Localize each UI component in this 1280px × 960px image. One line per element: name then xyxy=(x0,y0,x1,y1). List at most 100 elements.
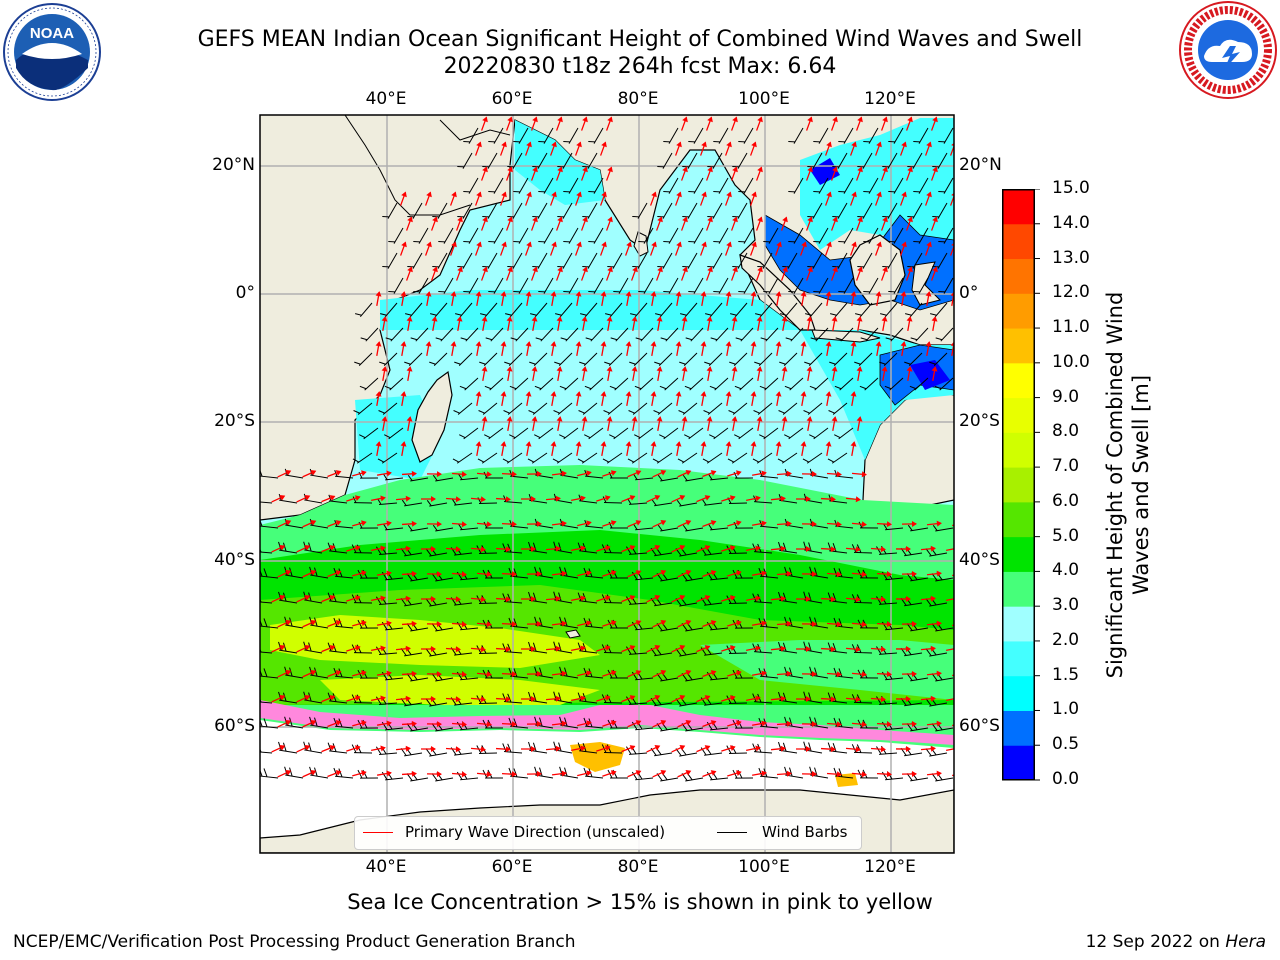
wave-direction-arrow xyxy=(946,597,954,601)
noaa-logo-text: NOAA xyxy=(30,25,74,42)
wave-direction-arrow xyxy=(725,291,732,307)
wind-barb xyxy=(260,495,273,504)
wave-direction-arrow xyxy=(531,366,538,382)
wave-direction-arrow xyxy=(874,241,882,256)
wave-direction-arrow xyxy=(755,266,763,281)
wind-barb xyxy=(563,227,579,244)
wave-direction-arrow xyxy=(420,546,436,553)
wave-direction-arrow xyxy=(571,545,586,552)
wave-direction-arrow xyxy=(430,216,438,231)
wind-barb xyxy=(578,494,598,504)
wave-direction-arrow xyxy=(420,596,436,603)
wave-direction-arrow xyxy=(795,595,811,602)
wind-barb xyxy=(383,473,404,481)
wave-direction-arrow xyxy=(801,721,817,728)
wind-barb xyxy=(603,402,623,415)
wave-direction-arrow xyxy=(755,116,763,131)
colorbar-cell xyxy=(1003,501,1034,538)
wind-barb xyxy=(534,377,554,391)
wave-direction-arrow xyxy=(302,770,317,778)
wave-direction-arrow xyxy=(696,495,711,503)
wave-direction-arrow xyxy=(475,441,482,457)
wind-barb xyxy=(932,524,954,532)
wave-direction-arrow xyxy=(880,166,888,181)
wave-direction-arrow xyxy=(550,341,557,357)
wind-barb xyxy=(857,252,873,269)
wave-direction-arrow xyxy=(702,620,717,628)
wind-barb xyxy=(505,302,523,318)
wind-barb xyxy=(532,202,548,219)
wind-barb xyxy=(278,641,298,654)
wind-barb xyxy=(507,152,523,169)
wave-direction-arrow xyxy=(550,391,557,407)
wind-barb xyxy=(759,427,779,440)
wind-barb xyxy=(734,377,754,391)
wind-barb xyxy=(284,468,304,479)
wave-direction-arrow xyxy=(621,695,636,703)
wind-barb xyxy=(701,499,723,506)
wave-direction-arrow xyxy=(551,670,567,677)
wind-barb xyxy=(907,202,923,219)
wind-barb xyxy=(426,500,448,507)
wave-direction-arrow xyxy=(501,721,517,728)
wave-direction-arrow xyxy=(954,215,965,231)
wave-direction-arrow xyxy=(571,595,586,602)
wave-direction-arrow xyxy=(870,646,886,653)
wave-direction-arrow xyxy=(751,670,767,677)
colorbar-cell xyxy=(1003,710,1034,746)
colorbar-tick-label: 11.0 xyxy=(1052,317,1090,338)
lat-tick-left-20n: 20°N xyxy=(212,155,255,175)
wave-direction-arrow xyxy=(621,495,636,503)
wind-barb xyxy=(563,127,579,144)
wave-direction-arrow xyxy=(425,291,432,307)
wind-barb xyxy=(488,177,504,194)
wave-direction-arrow xyxy=(826,571,842,578)
wave-direction-arrow xyxy=(699,191,707,206)
colorbar-cell xyxy=(1003,223,1034,260)
wind-barb xyxy=(784,427,804,440)
wind-barb xyxy=(379,352,398,367)
wind-barb xyxy=(738,127,754,144)
wave-direction-arrow xyxy=(346,695,361,702)
wind-barb xyxy=(755,302,773,318)
wave-direction-arrow xyxy=(302,520,317,528)
wave-direction-arrow xyxy=(677,620,692,628)
wave-direction-arrow xyxy=(730,166,738,181)
wave-direction-arrow xyxy=(302,670,317,678)
wind-barb xyxy=(633,523,654,531)
lon-tick-bottom-120e: 120°E xyxy=(864,857,916,877)
wave-direction-arrow xyxy=(627,770,642,778)
wave-direction-arrow xyxy=(855,216,863,231)
wave-direction-arrow xyxy=(702,670,717,678)
lon-tick-bottom-80e: 80°E xyxy=(617,857,659,877)
wave-direction-arrow xyxy=(924,241,932,256)
wave-direction-arrow xyxy=(920,545,936,552)
wave-direction-arrow xyxy=(702,520,717,528)
wave-direction-arrow xyxy=(426,471,442,478)
wind-barb xyxy=(709,427,729,440)
wave-direction-arrow xyxy=(555,216,563,231)
wind-barb xyxy=(488,227,504,244)
wave-direction-arrow xyxy=(475,391,482,407)
wave-direction-arrow xyxy=(551,620,567,627)
wave-direction-arrow xyxy=(875,291,882,307)
colorbar-cell xyxy=(1003,571,1034,607)
wave-direction-legend-label: Primary Wave Direction (unscaled) xyxy=(405,823,666,841)
wind-barb xyxy=(377,452,398,464)
wave-direction-arrow xyxy=(955,316,964,332)
wave-direction-arrow xyxy=(731,416,738,432)
wind-barb xyxy=(380,302,398,318)
wind-barb xyxy=(738,227,754,244)
wave-direction-arrow xyxy=(400,441,407,457)
wave-direction-arrow xyxy=(580,116,588,131)
wind-barb xyxy=(913,277,929,294)
wave-direction-arrow xyxy=(920,645,936,652)
wave-direction-arrow xyxy=(946,747,954,751)
wave-direction-arrow xyxy=(420,696,436,703)
wave-direction-arrow xyxy=(851,521,867,528)
wave-direction-arrow xyxy=(730,116,738,131)
wave-direction-arrow xyxy=(895,746,911,753)
wave-direction-arrow xyxy=(727,520,742,527)
wind-barb xyxy=(913,227,929,244)
lon-tick-bottom-60e: 60°E xyxy=(491,857,533,877)
